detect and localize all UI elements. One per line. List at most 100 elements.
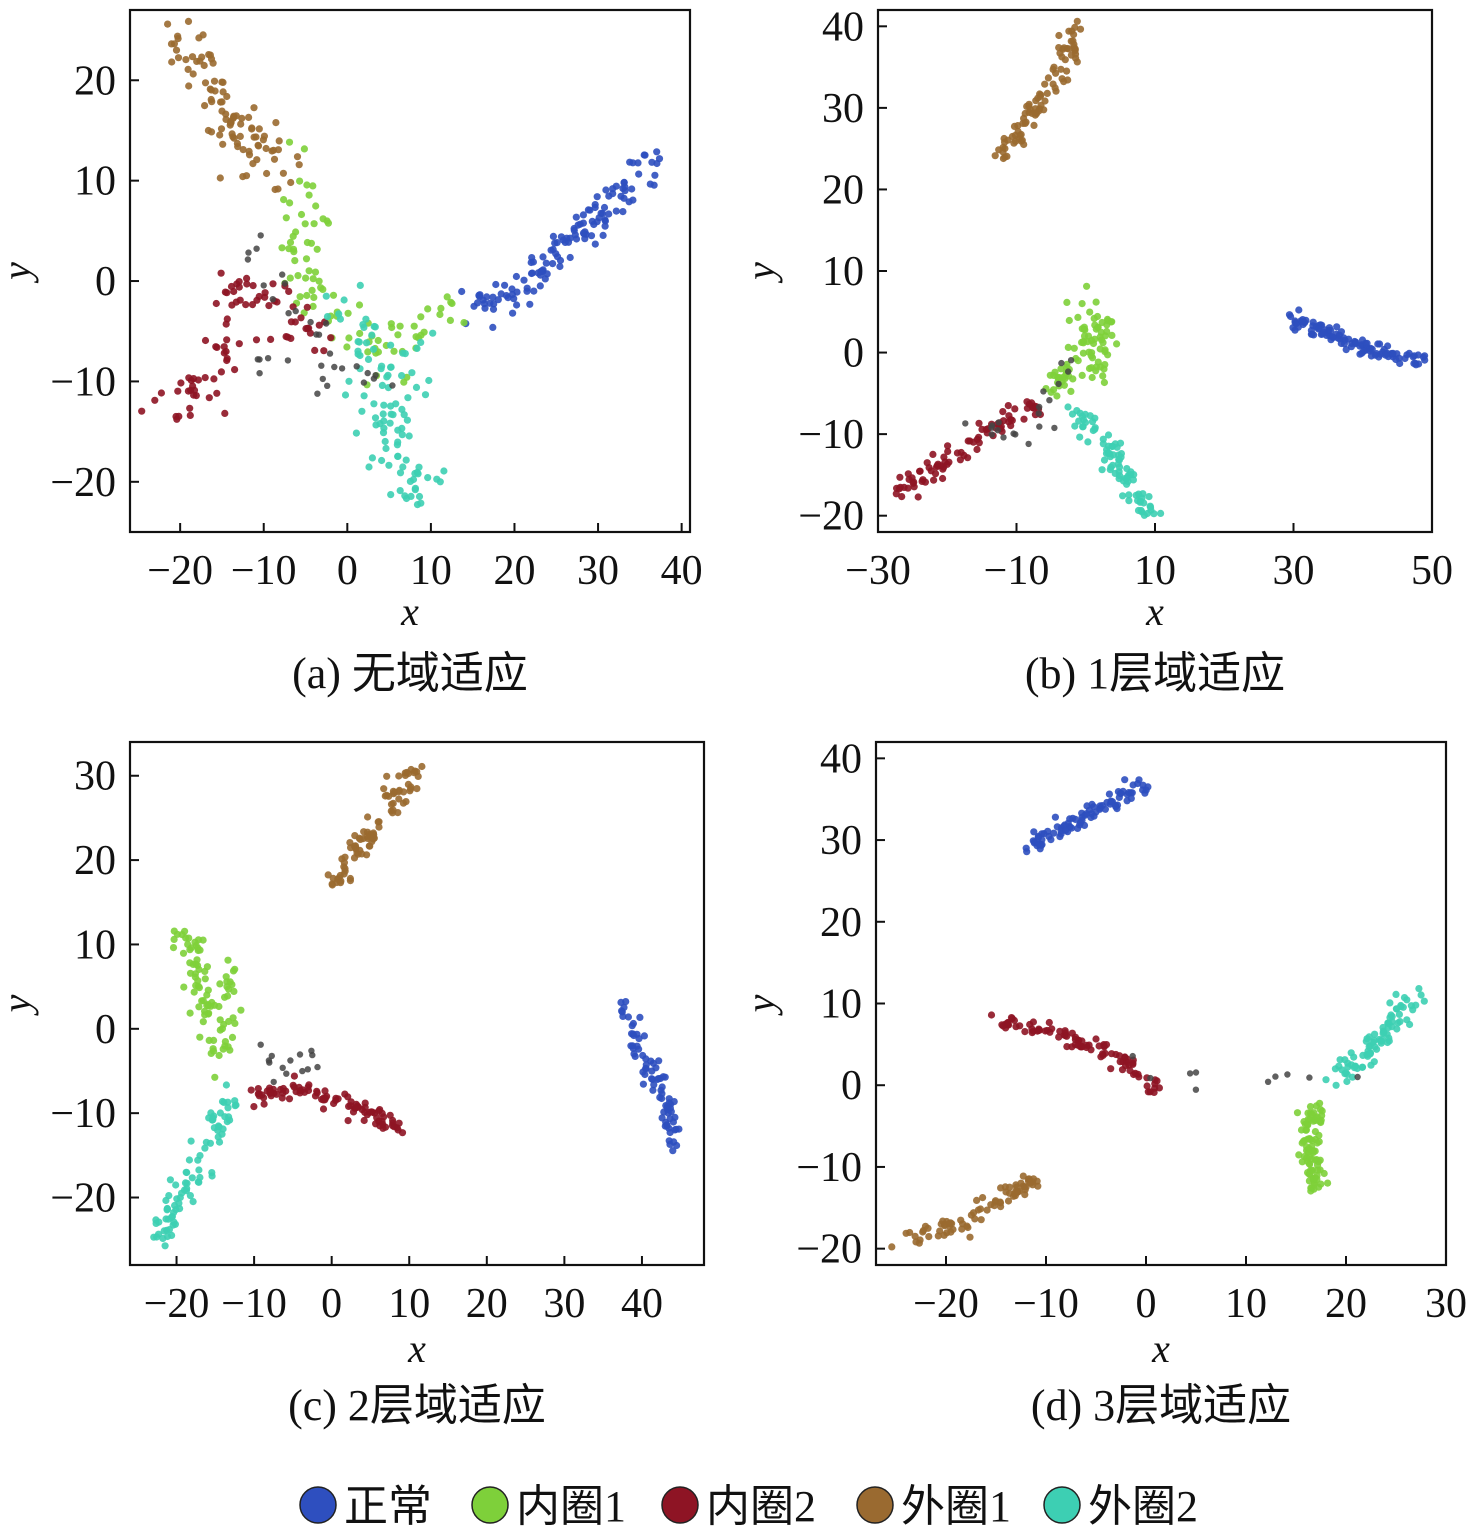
scatter-point bbox=[217, 125, 226, 133]
scatter-point bbox=[1021, 1028, 1029, 1036]
scatter-point bbox=[639, 1068, 647, 1076]
x-tick-label: 30 bbox=[577, 548, 619, 594]
scatter-point bbox=[268, 147, 276, 155]
scatter-point bbox=[1415, 985, 1423, 993]
scatter-point bbox=[236, 132, 244, 140]
scatter-point bbox=[223, 336, 231, 344]
scatter-point bbox=[417, 499, 425, 507]
scatter-point bbox=[163, 1206, 171, 1214]
scatter-point bbox=[217, 269, 225, 277]
scatter-point bbox=[904, 484, 912, 492]
scatter-point bbox=[1094, 358, 1102, 366]
scatter-point bbox=[1153, 1077, 1161, 1085]
scatter-point bbox=[279, 271, 286, 278]
scatter-point bbox=[975, 419, 983, 427]
scatter-point bbox=[543, 270, 551, 278]
scatter-point bbox=[313, 245, 321, 253]
scatter-point bbox=[261, 289, 269, 297]
scatter-point bbox=[210, 375, 218, 383]
scatter-point bbox=[933, 462, 941, 470]
scatter-point bbox=[964, 437, 972, 445]
scatter-point bbox=[921, 478, 930, 486]
scatter-point bbox=[1186, 1070, 1194, 1077]
scatter-point bbox=[228, 130, 236, 138]
scatter-point bbox=[267, 335, 275, 343]
scatter-point bbox=[244, 256, 252, 263]
x-tick-label: 50 bbox=[1411, 548, 1453, 594]
scatter-point bbox=[979, 1194, 987, 1202]
scatter-point bbox=[355, 301, 364, 309]
x-axis-label: x bbox=[1145, 589, 1164, 634]
scatter-point bbox=[520, 276, 528, 284]
scatter-point bbox=[1371, 1030, 1379, 1038]
scatter-point bbox=[372, 1120, 380, 1128]
scatter-point bbox=[1126, 1067, 1134, 1075]
scatter-point bbox=[1151, 1084, 1159, 1092]
scatter-point bbox=[222, 320, 230, 328]
x-tick-label: 0 bbox=[337, 548, 358, 594]
scatter-point bbox=[1303, 1154, 1311, 1162]
scatter-point bbox=[1410, 359, 1418, 368]
scatter-point bbox=[393, 441, 401, 449]
scatter-point bbox=[940, 1222, 949, 1230]
scatter-points bbox=[888, 776, 1428, 1251]
scatter-point bbox=[601, 217, 610, 225]
scatter-point bbox=[949, 1225, 957, 1234]
scatter-point bbox=[1070, 40, 1078, 49]
scatter-point bbox=[999, 1022, 1007, 1030]
scatter-point bbox=[1340, 340, 1348, 348]
scatter-point bbox=[345, 334, 353, 342]
scatter-point bbox=[648, 1067, 656, 1075]
scatter-point bbox=[636, 1013, 644, 1022]
scatter-point bbox=[579, 229, 588, 237]
scatter-point bbox=[296, 293, 304, 301]
scatter-point bbox=[400, 411, 408, 419]
scatter-point bbox=[172, 46, 181, 54]
scatter-points bbox=[892, 17, 1429, 519]
series-内圈1 bbox=[1293, 1099, 1332, 1195]
scatter-point bbox=[181, 927, 189, 935]
y-tick-label: 30 bbox=[820, 818, 862, 864]
scatter-point bbox=[988, 424, 995, 431]
scatter-point bbox=[317, 284, 325, 292]
scatter-point bbox=[1092, 1035, 1100, 1043]
scatter-point bbox=[962, 420, 969, 427]
scatter-point bbox=[1305, 1135, 1314, 1143]
scatter-point bbox=[1089, 426, 1097, 435]
scatter-point bbox=[1104, 431, 1113, 439]
scatter-point bbox=[188, 1174, 196, 1182]
scatter-point bbox=[1030, 121, 1038, 129]
scatter-point bbox=[1073, 17, 1081, 25]
scatter-point bbox=[588, 217, 596, 225]
scatter-point bbox=[347, 1102, 355, 1110]
scatter-point bbox=[323, 217, 331, 225]
scatter-point bbox=[337, 877, 345, 885]
scatter-point bbox=[1098, 318, 1106, 327]
scatter-point bbox=[1302, 1126, 1310, 1134]
scatter-point bbox=[987, 1011, 996, 1019]
scatter-point bbox=[174, 387, 182, 395]
scatter-point bbox=[290, 1083, 298, 1091]
scatter-point bbox=[396, 487, 404, 495]
scatter-point bbox=[380, 424, 388, 432]
scatter-point bbox=[198, 997, 206, 1005]
scatter-point bbox=[247, 1086, 255, 1094]
scatter-point bbox=[1064, 76, 1072, 84]
scatter-point bbox=[282, 1087, 290, 1095]
scatter-point bbox=[408, 369, 416, 377]
scatter-point bbox=[195, 965, 203, 974]
legend-label: 外圈2 bbox=[1088, 1482, 1198, 1531]
scatter-point bbox=[630, 1031, 638, 1040]
scatter-point bbox=[336, 315, 344, 323]
scatter-point bbox=[392, 400, 400, 408]
scatter-point bbox=[572, 213, 580, 221]
scatter-point bbox=[287, 178, 295, 187]
scatter-point bbox=[1090, 314, 1098, 322]
scatter-point bbox=[1075, 417, 1083, 425]
scatter-point bbox=[1004, 1197, 1013, 1205]
scatter-point bbox=[286, 238, 295, 246]
scatter-point bbox=[1121, 1053, 1129, 1061]
scatter-point bbox=[424, 474, 432, 482]
series-正常 bbox=[1022, 776, 1152, 856]
scatter-point bbox=[1284, 1071, 1291, 1078]
